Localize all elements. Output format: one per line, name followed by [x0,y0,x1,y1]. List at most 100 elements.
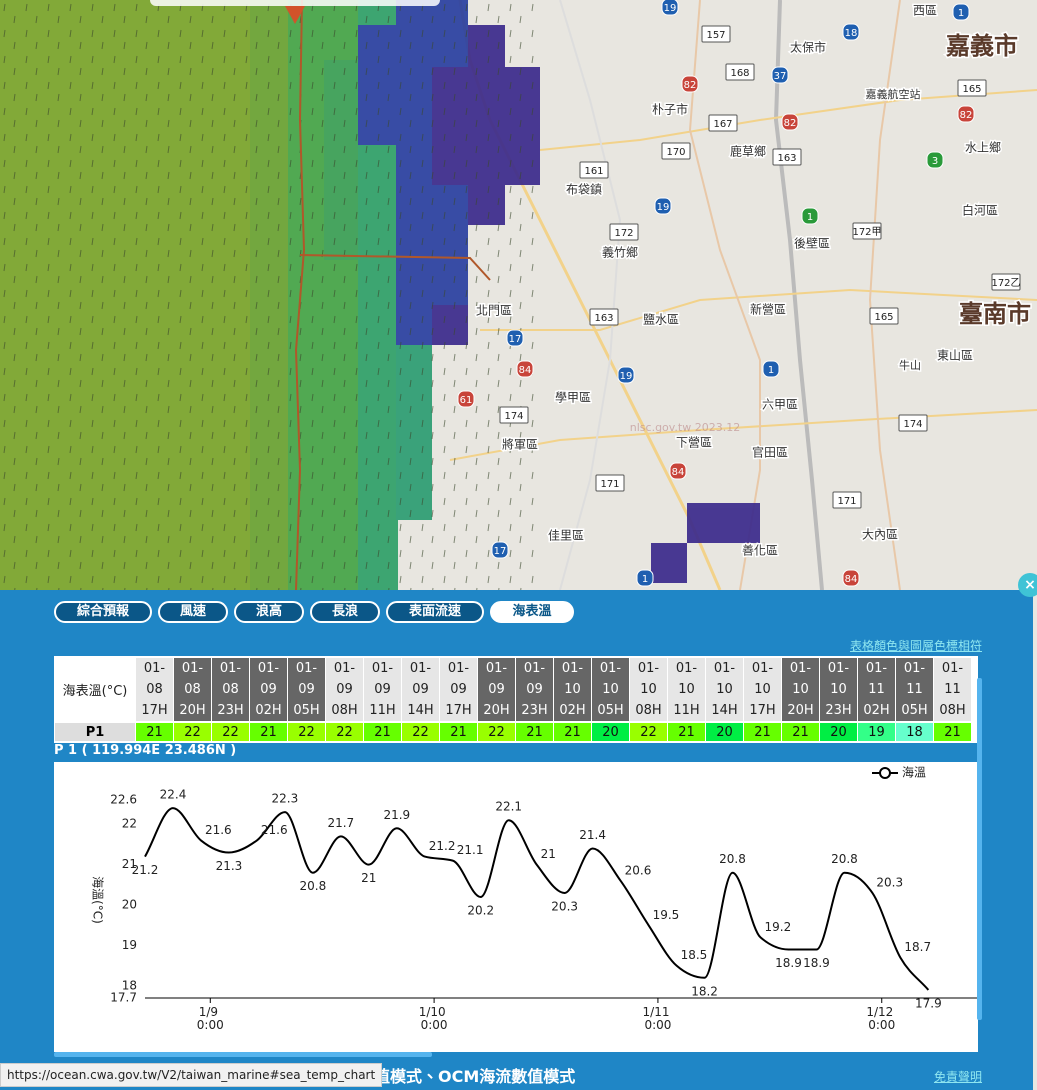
close-button[interactable]: × [1018,573,1037,597]
time-header: 01-10 14H [706,658,743,721]
x-tick-label: 1/12 0:00 [866,1005,897,1032]
road-shield [842,569,860,587]
road-shield [781,113,799,131]
road-number: 84 [519,365,532,376]
data-label: 20.8 [719,852,746,866]
road-shield [725,63,755,81]
road-shield [491,541,509,559]
road-shield [852,222,882,240]
legend-link[interactable]: 表格顏色與圖層色標相符 [849,639,982,653]
hour: 08H [331,703,358,718]
road-number: 165 [874,312,893,323]
hour: 23H [825,703,852,718]
road-number: 61 [460,395,473,406]
scrollbar[interactable] [54,1052,432,1057]
road-number: 157 [706,30,725,41]
place-label: 學甲區 [555,391,591,405]
data-label: 21.1 [457,843,484,857]
tab[interactable]: 浪高 [234,601,304,623]
data-label: 18.9 [803,956,830,970]
watermark: nlsc.gov.tw 2023.12 [630,421,740,434]
road-shield [832,491,862,509]
place-label: 北門區 [476,304,512,318]
road-shield [457,390,475,408]
y-tick-label: 22 [122,817,137,831]
road-number: 168 [730,68,749,79]
tab[interactable]: 長浪 [310,601,380,623]
y-tick-label: 21 [122,857,137,871]
road-number: 1 [768,365,774,376]
date: 01-09 [409,661,432,697]
place-label: 鹽水區 [643,312,679,327]
data-label: 21.7 [327,816,354,830]
county-boundary [294,0,306,590]
hour: 17H [141,703,168,718]
date: 01-11 [865,661,888,697]
disclaimer-link[interactable]: 免責聲明 [933,1070,982,1084]
hour: 14H [711,703,738,718]
data-label: 21.2 [429,839,456,853]
road-number: 172 [614,228,633,239]
value-cell: 22 [478,723,515,741]
data-label: 21.6 [261,823,288,837]
value-cell: 21 [744,723,781,741]
date: 01-10 [789,661,812,697]
value-cell: 20 [820,723,857,741]
time-header: 01-09 05H [288,658,325,721]
value-cell: 20 [592,723,629,741]
data-label: 22.4 [160,788,187,802]
tab[interactable]: 綜合預報 [54,601,152,623]
date: 01-11 [903,661,926,697]
value-cell: 21 [934,723,971,741]
data-label: 19.2 [765,920,792,934]
value-cell: 22 [288,723,325,741]
road-number: 19 [664,3,677,14]
time-header: 01-10 20H [782,658,819,721]
road-shield [579,161,609,179]
place-label: 將軍區 [502,437,538,452]
data-label: 20.3 [876,875,903,889]
road-shield [661,0,679,16]
data-label: 17.9 [915,996,942,1010]
x-tick-label: 1/10 0:00 [419,1005,450,1032]
time-header: 01-08 17H [136,658,173,721]
hour: 02H [863,703,890,718]
road-number: 19 [657,202,670,213]
road-number: 37 [774,71,787,82]
date: 01-10 [827,661,850,697]
road-shield [771,66,789,84]
table-wrap: 海表溫(°C) 01-08 17H 01-08 20H 01-08 23H 01-09 02H 0… [54,656,978,743]
data-label: 18.9 [775,956,802,970]
road-shield [701,25,731,43]
value-cell: 21 [364,723,401,741]
value-cell: 21 [440,723,477,741]
y-axis-label: 海溫(°C) [91,876,106,924]
date: 01-08 [143,661,166,697]
time-header: 01-10 23H [820,658,857,721]
hour: 02H [559,703,586,718]
place-label: 嘉義航空站 [866,87,921,101]
hour: 17H [445,703,472,718]
tab-bar: 綜合預報 風速 浪高 長浪 表面流速 海表溫 [54,601,574,623]
tab[interactable]: 海表溫 [490,601,574,623]
date: 01-09 [257,661,280,697]
place-label: 六甲區 [762,398,798,412]
tab[interactable]: 表面流速 [386,601,484,623]
road-shield [772,148,802,166]
road-number: 174 [903,419,922,430]
location-marker[interactable] [285,6,305,24]
scrollbar[interactable] [977,678,982,1020]
data-label: 22.1 [495,800,522,814]
value-cell: 22 [212,723,249,741]
tab[interactable]: 風速 [158,601,228,623]
hour: 08H [939,703,966,718]
hour: 05H [901,703,928,718]
road-number: 84 [672,467,685,478]
time-header: 01-11 05H [896,658,933,721]
road-number: 161 [584,166,603,177]
road-number: 3 [932,156,938,167]
place-label: 佳里區 [548,529,584,543]
data-label: 20.8 [831,852,858,866]
y-tick-label: 19 [122,938,137,952]
